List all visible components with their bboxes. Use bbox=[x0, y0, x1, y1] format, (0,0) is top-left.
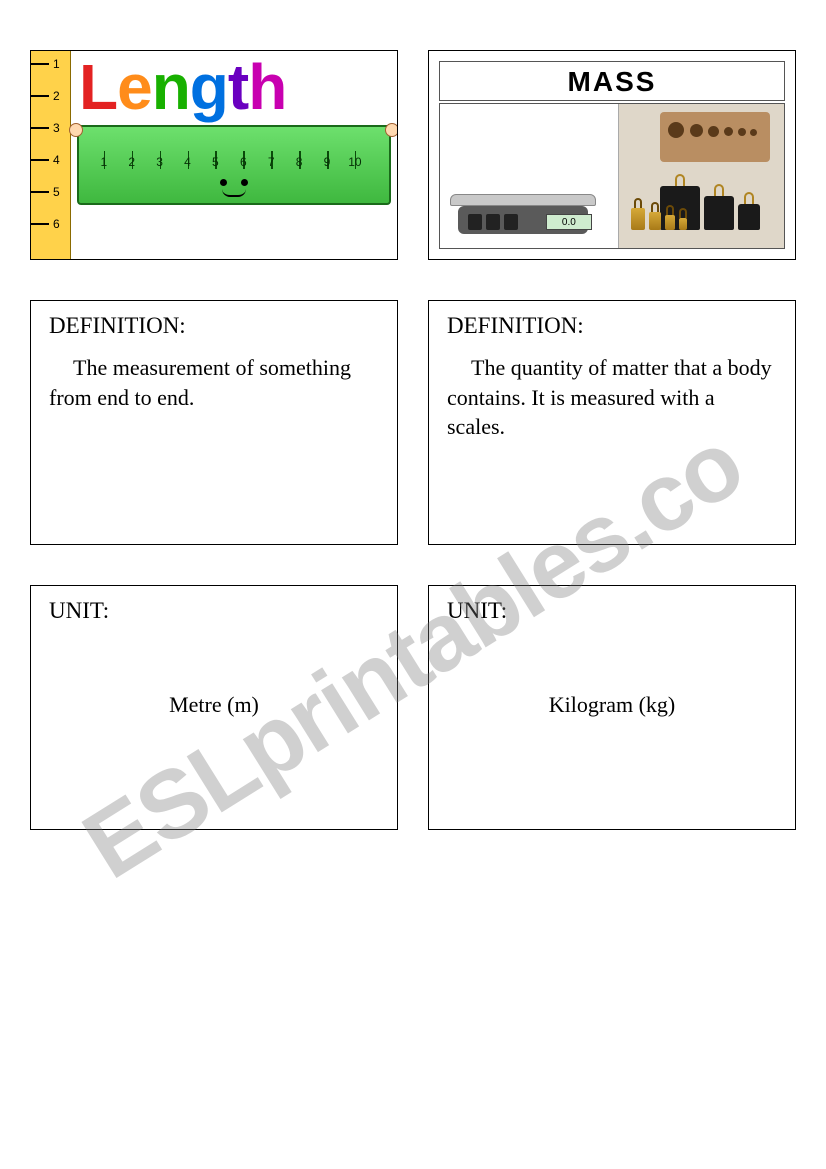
length-main: Length 1 2 3 4 5 6 7 8 9 10 bbox=[71, 51, 397, 259]
mass-unit-text: Kilogram (kg) bbox=[447, 692, 777, 718]
mass-unit-card: UNIT: Kilogram (kg) bbox=[428, 585, 796, 830]
unit-label: UNIT: bbox=[447, 598, 777, 624]
mass-definition-text: The quantity of matter that a body conta… bbox=[447, 353, 777, 442]
mass-title: MASS bbox=[439, 61, 785, 101]
length-definition-card: DEFINITION: The measurement of something… bbox=[30, 300, 398, 545]
weights-icon bbox=[619, 104, 784, 248]
mass-definition-card: DEFINITION: The quantity of matter that … bbox=[428, 300, 796, 545]
digital-scale-icon: 0.0 bbox=[440, 104, 619, 248]
worksheet-grid: 1 2 3 4 5 6 Length 1 2 3 4 5 6 7 8 9 10 bbox=[0, 0, 826, 880]
length-title: Length bbox=[71, 55, 397, 119]
length-image-card: 1 2 3 4 5 6 Length 1 2 3 4 5 6 7 8 9 10 bbox=[30, 50, 398, 260]
scale-display: 0.0 bbox=[546, 214, 592, 230]
length-unit-text: Metre (m) bbox=[49, 692, 379, 718]
vertical-ruler-icon: 1 2 3 4 5 6 bbox=[31, 51, 71, 259]
mass-body: 0.0 bbox=[439, 103, 785, 249]
green-ruler-icon: 1 2 3 4 5 6 7 8 9 10 bbox=[77, 125, 391, 205]
length-definition-text: The measurement of something from end to… bbox=[49, 353, 379, 412]
definition-label: DEFINITION: bbox=[447, 313, 777, 339]
length-unit-card: UNIT: Metre (m) bbox=[30, 585, 398, 830]
unit-label: UNIT: bbox=[49, 598, 379, 624]
mass-image-card: MASS 0.0 bbox=[428, 50, 796, 260]
definition-label: DEFINITION: bbox=[49, 313, 379, 339]
